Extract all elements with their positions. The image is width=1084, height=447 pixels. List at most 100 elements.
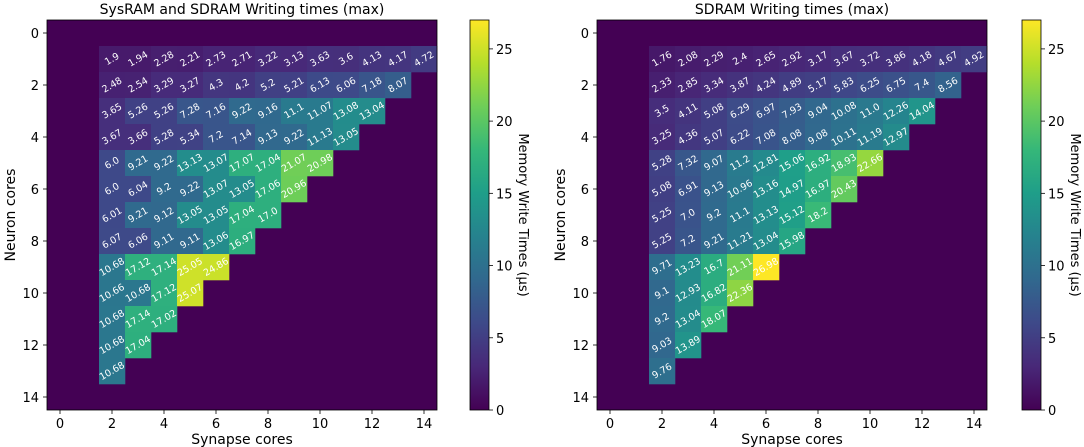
heatmap-cell xyxy=(255,176,282,203)
heatmap-cell xyxy=(411,46,438,73)
heatmap-cell xyxy=(675,72,702,99)
heatmap-cell xyxy=(675,124,702,151)
heatmap-cell xyxy=(307,124,334,151)
heatmap-cell xyxy=(203,124,230,151)
colorbar-tick-label: 5 xyxy=(496,332,504,347)
colorbar-tick-label: 0 xyxy=(1048,404,1056,419)
heatmap-cell xyxy=(753,228,780,255)
y-tick-label: 10 xyxy=(572,287,589,302)
heatmap-cell xyxy=(909,98,936,125)
heatmap-cell xyxy=(909,46,936,73)
y-tick-label: 6 xyxy=(31,183,39,198)
heatmap-cell xyxy=(883,72,910,99)
heatmap-cell xyxy=(151,72,178,99)
heatmap-cell xyxy=(779,150,806,177)
y-tick-label: 12 xyxy=(572,339,589,354)
heatmap-cell xyxy=(727,72,754,99)
colorbar-tick-label: 5 xyxy=(1048,332,1056,347)
heatmap-cell xyxy=(727,202,754,229)
heatmap-cell xyxy=(857,124,884,151)
heatmap-cell xyxy=(727,254,754,281)
heatmap-cell xyxy=(229,176,256,203)
heatmap-cell xyxy=(727,228,754,255)
heatmap-cell xyxy=(125,150,152,177)
heatmap-cell xyxy=(151,254,178,281)
x-tick-label: 8 xyxy=(814,417,822,432)
heatmap-cell xyxy=(831,150,858,177)
heatmap-cell xyxy=(99,124,126,151)
heatmap-cell xyxy=(649,46,676,73)
x-tick-label: 14 xyxy=(416,417,433,432)
heatmap-cell xyxy=(649,228,676,255)
heatmap-cell xyxy=(177,228,204,255)
heatmap-cell xyxy=(281,46,308,73)
heatmap-cell xyxy=(675,306,702,333)
heatmap-cell xyxy=(753,124,780,151)
y-tick-label: 14 xyxy=(572,391,589,406)
heatmap-cell xyxy=(255,46,282,73)
heatmap-cell xyxy=(151,124,178,151)
heatmap-cell xyxy=(909,72,936,99)
heatmap-cell xyxy=(935,46,962,73)
heatmap-cell xyxy=(229,72,256,99)
heatmap-cell xyxy=(805,202,832,229)
heatmap-cell xyxy=(701,228,728,255)
y-tick-label: 4 xyxy=(31,131,39,146)
x-tick-label: 4 xyxy=(710,417,718,432)
heatmap-cell xyxy=(857,46,884,73)
heatmap-cell xyxy=(203,254,230,281)
heatmap-cell xyxy=(229,202,256,229)
heatmap-cell xyxy=(727,124,754,151)
heatmap-cell xyxy=(255,72,282,99)
x-tick-label: 0 xyxy=(56,417,64,432)
heatmap-cell xyxy=(649,202,676,229)
x-tick-label: 2 xyxy=(108,417,116,432)
heatmap-cell xyxy=(99,332,126,359)
heatmap-cell xyxy=(99,150,126,177)
heatmap-cell xyxy=(701,98,728,125)
heatmap-cell xyxy=(649,72,676,99)
heatmap-cell xyxy=(177,72,204,99)
heatmap-cell xyxy=(177,254,204,281)
heatmap-cell xyxy=(779,202,806,229)
x-axis-label: Synapse cores xyxy=(741,432,843,447)
heatmap-cell xyxy=(151,228,178,255)
heatmap-cell xyxy=(151,176,178,203)
heatmap-cell xyxy=(649,176,676,203)
heatmap-cell xyxy=(99,46,126,73)
heatmap-cell xyxy=(99,98,126,125)
heatmap-cell xyxy=(359,98,386,125)
heatmap-cell xyxy=(857,150,884,177)
colorbar-tick-label: 25 xyxy=(1048,43,1065,58)
heatmap-cell xyxy=(151,280,178,307)
heatmap-cell xyxy=(805,176,832,203)
y-tick-label: 8 xyxy=(581,235,589,250)
heatmap-cell xyxy=(125,202,152,229)
x-tick-label: 12 xyxy=(364,417,381,432)
heatmap-cell xyxy=(125,228,152,255)
heatmap-cell xyxy=(727,98,754,125)
heatmap-cell xyxy=(883,98,910,125)
heatmap-cell xyxy=(831,98,858,125)
heatmap-cell xyxy=(779,176,806,203)
heatmap-cell xyxy=(281,150,308,177)
y-tick-label: 4 xyxy=(581,131,589,146)
plot-frame xyxy=(596,19,988,411)
heatmap-cell xyxy=(805,46,832,73)
heatmap-cell xyxy=(99,254,126,281)
heatmap-cell xyxy=(727,176,754,203)
heatmap-cell xyxy=(307,150,334,177)
heatmap-cell xyxy=(701,202,728,229)
y-tick-label: 0 xyxy=(581,27,589,42)
heatmap-cell xyxy=(385,46,412,73)
heatmap-cell xyxy=(203,150,230,177)
x-tick-label: 10 xyxy=(862,417,879,432)
heatmap-cell xyxy=(701,72,728,99)
heatmap-cell xyxy=(151,46,178,73)
heatmap-cell xyxy=(177,202,204,229)
heatmap-cell xyxy=(385,72,412,99)
x-tick-label: 12 xyxy=(914,417,931,432)
heatmap-cell xyxy=(99,228,126,255)
heatmap-cell xyxy=(359,46,386,73)
